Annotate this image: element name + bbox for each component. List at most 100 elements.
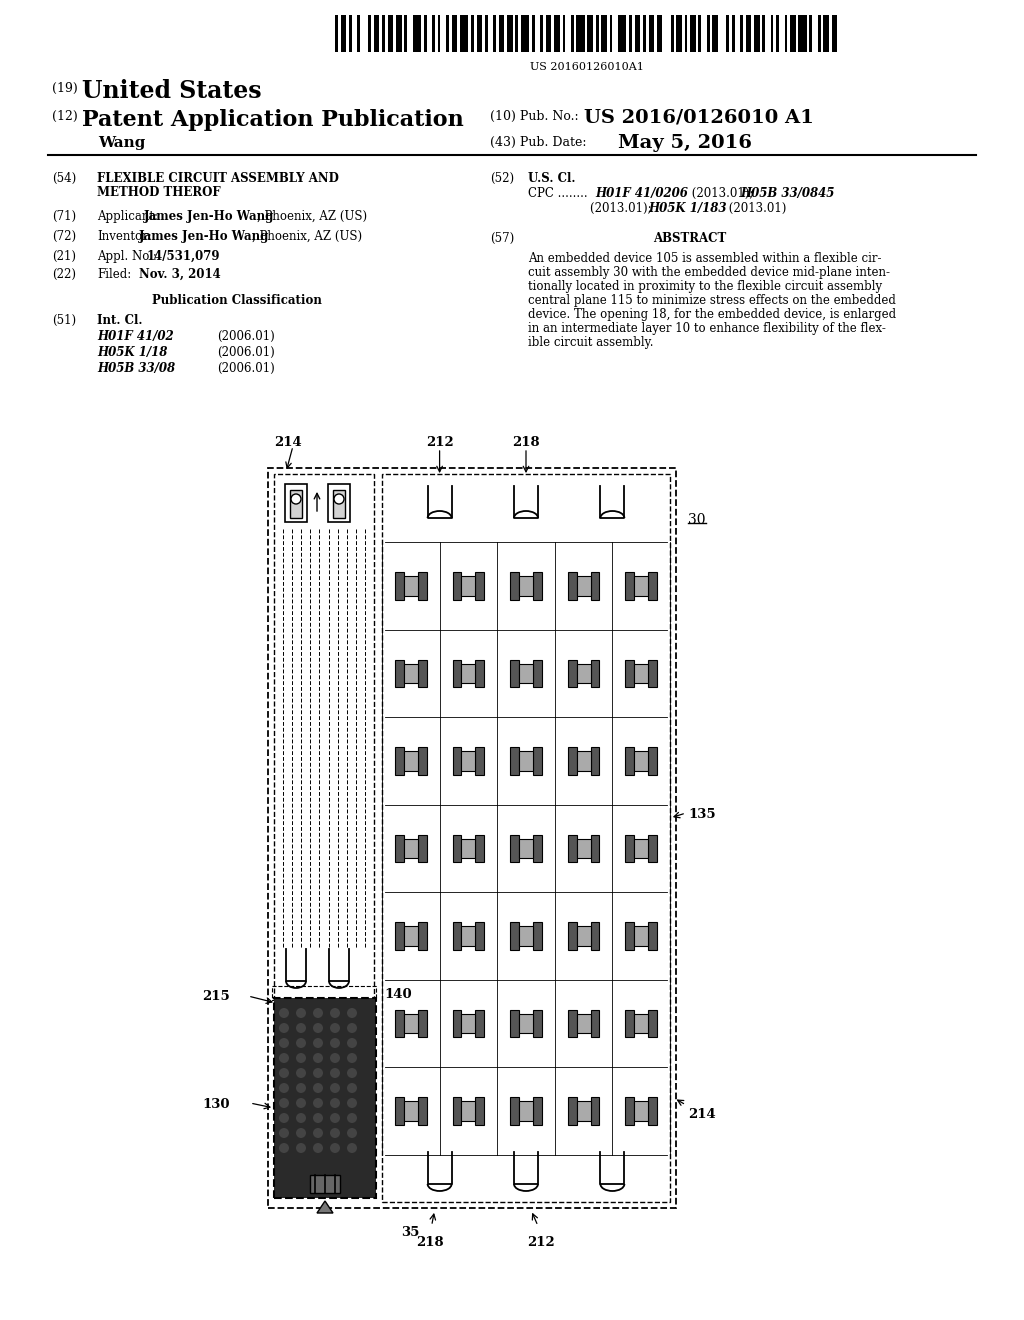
Bar [519, 751, 532, 771]
Circle shape [313, 1038, 323, 1048]
Bar [648, 923, 657, 950]
Bar [577, 664, 591, 684]
Bar [532, 747, 542, 775]
Bar [618, 15, 627, 51]
Bar [591, 923, 599, 950]
Bar [648, 747, 657, 775]
Bar [626, 747, 634, 775]
Bar [601, 15, 607, 51]
Text: H05B 33/0845: H05B 33/0845 [740, 187, 835, 201]
Bar [475, 572, 484, 599]
Bar [671, 15, 674, 51]
Circle shape [347, 1008, 357, 1018]
Text: (2006.01): (2006.01) [217, 346, 274, 359]
Bar [403, 751, 418, 771]
Text: ABSTRACT: ABSTRACT [653, 232, 727, 246]
Text: Int. Cl.: Int. Cl. [97, 314, 142, 327]
Text: James Jen-Ho Wang: James Jen-Ho Wang [144, 210, 274, 223]
Bar [462, 576, 475, 595]
Bar [648, 834, 657, 862]
Text: 218: 218 [512, 436, 540, 449]
Circle shape [334, 494, 344, 504]
Bar [357, 15, 360, 51]
Text: Inventor:: Inventor: [97, 230, 152, 243]
Text: 212: 212 [527, 1236, 555, 1249]
Bar [453, 1010, 462, 1038]
Bar [462, 751, 475, 771]
Bar [510, 1097, 519, 1125]
Bar [418, 572, 427, 599]
Text: (51): (51) [52, 314, 76, 327]
Circle shape [313, 1008, 323, 1018]
Bar [831, 15, 838, 51]
Text: 35: 35 [401, 1226, 420, 1239]
Bar [452, 15, 457, 51]
Text: cuit assembly 30 with the embedded device mid-plane inten-: cuit assembly 30 with the embedded devic… [528, 267, 890, 279]
Text: United States: United States [82, 79, 261, 103]
Bar [676, 15, 682, 51]
Text: 135: 135 [688, 808, 716, 821]
Bar [591, 660, 599, 688]
Bar [395, 1010, 403, 1038]
Text: 214: 214 [274, 436, 302, 449]
Circle shape [279, 1023, 289, 1034]
Bar [567, 660, 577, 688]
Bar [349, 15, 351, 51]
Text: 215: 215 [203, 990, 230, 1003]
Bar [591, 834, 599, 862]
Bar [776, 15, 779, 51]
Bar [396, 15, 401, 51]
Bar [328, 484, 350, 521]
Bar [369, 15, 371, 51]
Bar [570, 15, 573, 51]
Text: 212: 212 [426, 436, 454, 449]
Circle shape [347, 1023, 357, 1034]
Circle shape [279, 1053, 289, 1063]
Bar [577, 1014, 591, 1034]
Circle shape [279, 1143, 289, 1152]
Bar [577, 576, 591, 595]
Circle shape [296, 1068, 306, 1078]
Text: US 20160126010A1: US 20160126010A1 [530, 62, 644, 73]
Bar [609, 15, 612, 51]
Bar [484, 15, 487, 51]
Bar [519, 838, 532, 858]
Bar [388, 15, 393, 51]
Text: (2013.01): (2013.01) [725, 202, 786, 215]
Bar [648, 1097, 657, 1125]
Bar [626, 923, 634, 950]
Bar [810, 15, 812, 51]
Bar [507, 15, 513, 51]
Bar [462, 1014, 475, 1034]
Bar [532, 1010, 542, 1038]
Bar [418, 747, 427, 775]
Bar [541, 15, 543, 51]
Bar [732, 15, 734, 51]
Bar [404, 15, 408, 51]
Circle shape [296, 1113, 306, 1123]
Bar [648, 660, 657, 688]
Circle shape [279, 1038, 289, 1048]
Bar [418, 1097, 427, 1125]
Bar [403, 1101, 418, 1121]
Bar [577, 838, 591, 858]
Bar [791, 15, 796, 51]
Text: device. The opening 18, for the embedded device, is enlarged: device. The opening 18, for the embedded… [528, 308, 896, 321]
Bar [510, 834, 519, 862]
Bar [546, 15, 552, 51]
Bar [499, 15, 504, 51]
Bar [532, 660, 542, 688]
Text: (71): (71) [52, 210, 76, 223]
Circle shape [330, 1129, 340, 1138]
Circle shape [313, 1068, 323, 1078]
Bar [634, 751, 648, 771]
Bar [567, 572, 577, 599]
Bar [462, 927, 475, 946]
Text: Publication Classification: Publication Classification [152, 294, 322, 308]
Bar [418, 834, 427, 862]
Bar [591, 747, 599, 775]
Bar [567, 923, 577, 950]
Bar [424, 15, 427, 51]
Circle shape [347, 1129, 357, 1138]
Bar [567, 1010, 577, 1038]
